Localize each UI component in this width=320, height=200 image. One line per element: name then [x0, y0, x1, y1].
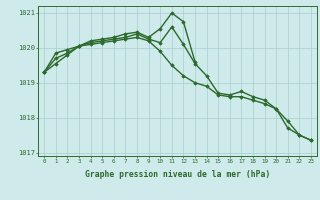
X-axis label: Graphe pression niveau de la mer (hPa): Graphe pression niveau de la mer (hPa) [85, 170, 270, 179]
